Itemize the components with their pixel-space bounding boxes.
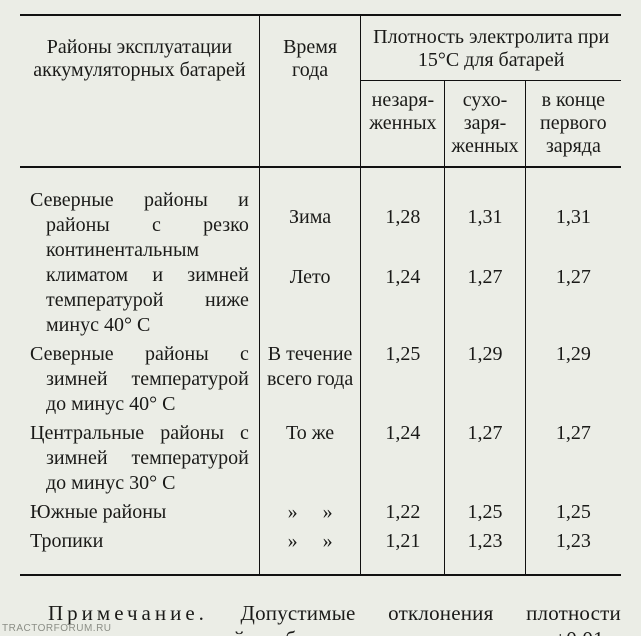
cell-value: 1,31 (445, 203, 525, 263)
table-row: Тропики » » 1,21 1,23 1,23 (20, 527, 621, 556)
col-head-density-group: Плотность электролита при 15°C для батар… (361, 15, 621, 81)
cell-value: 1,27 (525, 263, 621, 323)
cell-value: 1,24 (361, 263, 445, 323)
cell-value: 1,27 (445, 263, 525, 323)
footnote-lead: Примечание. (48, 601, 208, 625)
cell-season: Лето (259, 263, 361, 323)
cell-value: 1,25 (525, 498, 621, 527)
cell-season: То же (259, 419, 361, 481)
page-root: Районы эксплуатации аккумуляторных батар… (0, 0, 641, 636)
cell-region: Южные районы (20, 498, 259, 527)
cell-value: 1,25 (445, 498, 525, 527)
col-head-region: Районы эксплуатации аккумуляторных батар… (20, 15, 259, 167)
cell-value: 1,23 (445, 527, 525, 556)
cell-season: » » (259, 498, 361, 527)
electrolyte-density-table: Районы эксплуатации аккумуляторных батар… (20, 14, 621, 576)
cell-region: Северные районы и районы с резко контине… (20, 186, 259, 340)
table-row: Центральные районы с зимней температурой… (20, 419, 621, 481)
cell-value: 1,21 (361, 527, 445, 556)
cell-value: 1,27 (445, 419, 525, 481)
table-row: Северные районы с зимней температурой до… (20, 340, 621, 402)
cell-region: Тропики (20, 527, 259, 556)
cell-value: 1,23 (525, 527, 621, 556)
cell-value: 1,28 (361, 203, 445, 263)
col-head-season: Время года (259, 15, 361, 167)
cell-season: Зима (259, 203, 361, 263)
table-row: Южные районы » » 1,22 1,25 1,25 (20, 498, 621, 527)
col-head-firstcharge: в конце первого заряда (525, 81, 621, 168)
cell-region: Северные районы с зимней температурой до… (20, 340, 259, 419)
cell-value: 1,29 (445, 340, 525, 402)
cell-value: 1,27 (525, 419, 621, 481)
cell-value: 1,31 (525, 203, 621, 263)
table-row: Северные районы и районы с резко контине… (20, 186, 621, 194)
col-head-uncharged: незаря- женных (361, 81, 445, 168)
watermark: TRACTORFORUM.RU (2, 623, 112, 634)
cell-season: » » (259, 527, 361, 556)
col-head-drycharged: сухо- заря- женных (445, 81, 525, 168)
cell-value: 1,24 (361, 419, 445, 481)
cell-region: Центральные районы с зимней температурой… (20, 419, 259, 498)
cell-value: 1,22 (361, 498, 445, 527)
cell-season: В течение всего года (259, 340, 361, 419)
cell-value: 1,29 (525, 340, 621, 402)
cell-value: 1,25 (361, 340, 445, 402)
